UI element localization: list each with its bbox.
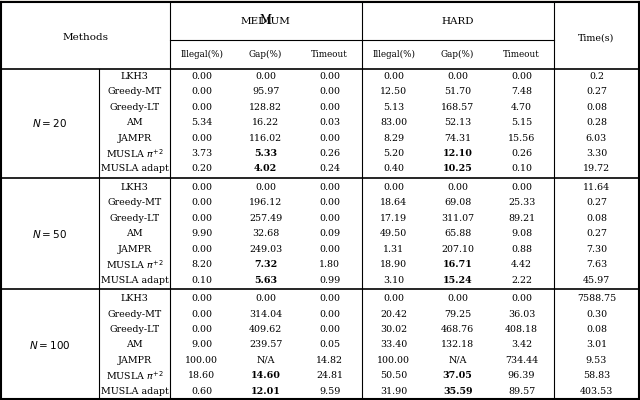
Text: 0.00: 0.00	[319, 294, 340, 303]
Text: MUSLA adapt: MUSLA adapt	[100, 386, 168, 396]
Text: N/A: N/A	[449, 356, 467, 365]
Text: MUSLA $\pi^{+2}$: MUSLA $\pi^{+2}$	[106, 147, 163, 160]
Text: 3.42: 3.42	[511, 340, 532, 349]
Text: 1.80: 1.80	[319, 260, 340, 269]
Text: LKH3: LKH3	[120, 183, 148, 192]
Text: 31.90: 31.90	[380, 386, 407, 396]
Text: 0.08: 0.08	[586, 214, 607, 223]
Text: 132.18: 132.18	[441, 340, 474, 349]
Text: 0.30: 0.30	[586, 310, 607, 318]
Text: 65.88: 65.88	[444, 229, 471, 238]
Text: MEDIUM: MEDIUM	[241, 16, 291, 26]
Text: 0.00: 0.00	[319, 198, 340, 208]
Text: 196.12: 196.12	[249, 198, 282, 208]
Text: 0.00: 0.00	[319, 103, 340, 112]
Text: 33.40: 33.40	[380, 340, 407, 349]
Text: 0.27: 0.27	[586, 229, 607, 238]
Text: 36.03: 36.03	[508, 310, 535, 318]
Text: 408.18: 408.18	[505, 325, 538, 334]
Text: HARD: HARD	[442, 16, 474, 26]
Text: 15.24: 15.24	[443, 276, 472, 284]
Text: Greedy-MT: Greedy-MT	[108, 198, 161, 208]
Text: Greedy-LT: Greedy-LT	[109, 214, 159, 223]
Text: 17.19: 17.19	[380, 214, 407, 223]
Text: JAMPR: JAMPR	[117, 134, 152, 143]
Text: $N = 20$: $N = 20$	[33, 117, 67, 129]
Text: 9.08: 9.08	[511, 229, 532, 238]
Text: 95.97: 95.97	[252, 88, 279, 96]
Text: MUSLA $\pi^{+2}$: MUSLA $\pi^{+2}$	[106, 258, 163, 271]
Text: 3.01: 3.01	[586, 340, 607, 349]
Text: AM: AM	[126, 118, 143, 127]
Text: 0.00: 0.00	[191, 294, 212, 303]
Text: 45.97: 45.97	[583, 276, 610, 284]
Text: 16.71: 16.71	[443, 260, 472, 269]
Text: 0.00: 0.00	[191, 325, 212, 334]
Text: Greedy-LT: Greedy-LT	[109, 103, 159, 112]
Text: MUSLA adapt: MUSLA adapt	[100, 276, 168, 284]
Text: 314.04: 314.04	[249, 310, 282, 318]
Text: 0.00: 0.00	[383, 72, 404, 81]
Text: AM: AM	[126, 340, 143, 349]
Text: 409.62: 409.62	[249, 325, 282, 334]
Text: 52.13: 52.13	[444, 118, 471, 127]
Text: 2.22: 2.22	[511, 276, 532, 284]
Text: 12.01: 12.01	[251, 386, 280, 396]
Text: 0.00: 0.00	[383, 183, 404, 192]
Text: 49.50: 49.50	[380, 229, 407, 238]
Text: 0.00: 0.00	[191, 103, 212, 112]
Text: 89.21: 89.21	[508, 214, 535, 223]
Text: 35.59: 35.59	[443, 386, 472, 396]
Text: 0.08: 0.08	[586, 103, 607, 112]
Text: 100.00: 100.00	[185, 356, 218, 365]
Text: 0.88: 0.88	[511, 245, 532, 254]
Text: 4.70: 4.70	[511, 103, 532, 112]
Text: 0.10: 0.10	[511, 164, 532, 174]
Text: 0.00: 0.00	[383, 294, 404, 303]
Text: 468.76: 468.76	[441, 325, 474, 334]
Text: 0.00: 0.00	[319, 134, 340, 143]
Text: 74.31: 74.31	[444, 134, 471, 143]
Text: 0.00: 0.00	[191, 245, 212, 254]
Text: 0.10: 0.10	[191, 276, 212, 284]
Text: Methods: Methods	[62, 33, 108, 42]
Text: 100.00: 100.00	[377, 356, 410, 365]
Text: 15.56: 15.56	[508, 134, 535, 143]
Text: 3.10: 3.10	[383, 276, 404, 284]
Text: 12.50: 12.50	[380, 88, 407, 96]
Text: 311.07: 311.07	[441, 214, 474, 223]
Text: 4.42: 4.42	[511, 260, 532, 269]
Text: MUSLA $\pi^{+2}$: MUSLA $\pi^{+2}$	[106, 369, 163, 382]
Text: 8.29: 8.29	[383, 134, 404, 143]
Text: 8.20: 8.20	[191, 260, 212, 269]
Text: Illegal(%): Illegal(%)	[180, 50, 223, 59]
Text: 0.08: 0.08	[586, 325, 607, 334]
Text: 0.27: 0.27	[586, 198, 607, 208]
Text: 12.10: 12.10	[443, 149, 472, 158]
Text: 37.05: 37.05	[443, 371, 472, 380]
Text: 0.00: 0.00	[511, 183, 532, 192]
Text: 7.30: 7.30	[586, 245, 607, 254]
Text: 0.03: 0.03	[319, 118, 340, 127]
Text: 0.00: 0.00	[191, 134, 212, 143]
Text: 0.00: 0.00	[511, 294, 532, 303]
Text: Illegal(%): Illegal(%)	[372, 50, 415, 59]
Text: 0.00: 0.00	[319, 325, 340, 334]
Text: 0.2: 0.2	[589, 72, 604, 81]
Text: 249.03: 249.03	[249, 245, 282, 254]
Text: 6.03: 6.03	[586, 134, 607, 143]
Text: Timeout: Timeout	[311, 50, 348, 59]
Text: 5.63: 5.63	[254, 276, 277, 284]
Text: 0.00: 0.00	[511, 72, 532, 81]
Text: LKH3: LKH3	[120, 72, 148, 81]
Text: Timeout: Timeout	[503, 50, 540, 59]
Text: 24.81: 24.81	[316, 371, 343, 380]
Text: 20.42: 20.42	[380, 310, 407, 318]
Text: Greedy-MT: Greedy-MT	[108, 310, 161, 318]
Text: 18.60: 18.60	[188, 371, 215, 380]
Text: 0.24: 0.24	[319, 164, 340, 174]
Text: JAMPR: JAMPR	[117, 245, 152, 254]
Text: 0.00: 0.00	[191, 72, 212, 81]
Text: 9.53: 9.53	[586, 356, 607, 365]
